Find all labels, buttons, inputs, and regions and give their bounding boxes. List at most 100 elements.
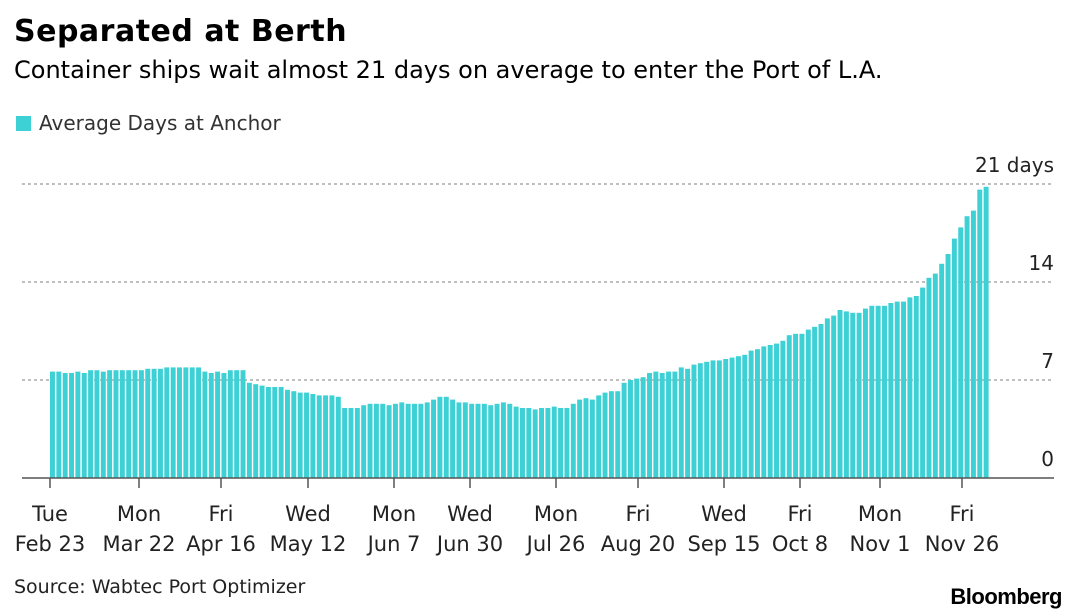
bar — [119, 370, 125, 478]
bar — [799, 333, 805, 478]
bar — [653, 371, 659, 478]
bar — [640, 377, 646, 478]
bar — [475, 403, 481, 478]
bar — [577, 399, 583, 478]
bar — [710, 360, 716, 478]
bar — [723, 359, 729, 478]
x-tick-label-date: Nov 26 — [925, 532, 999, 556]
x-tick-label-date: May 12 — [270, 532, 347, 556]
y-tick-label: 7 — [1041, 349, 1054, 373]
bar — [126, 370, 132, 478]
bar — [177, 367, 182, 478]
bar — [380, 403, 386, 478]
bar — [405, 403, 411, 478]
bar — [589, 399, 595, 478]
x-tick-label-day: Wed — [285, 502, 331, 526]
bar — [678, 367, 684, 478]
bar — [488, 405, 494, 478]
bar — [596, 395, 602, 478]
bar — [450, 399, 456, 478]
bar — [672, 371, 678, 478]
bar — [932, 273, 938, 478]
bar — [729, 357, 735, 478]
bar — [939, 263, 945, 478]
bar — [227, 370, 233, 478]
chart-title: Separated at Berth — [14, 14, 348, 49]
y-tick-label: 0 — [1041, 447, 1054, 471]
bar — [520, 408, 525, 478]
bar — [507, 403, 513, 478]
bar — [907, 297, 913, 478]
x-tick-label-date: Oct 8 — [772, 532, 828, 556]
bar — [850, 312, 856, 478]
bar — [196, 367, 202, 478]
bar — [882, 305, 887, 478]
bar — [843, 311, 849, 478]
bar — [132, 370, 138, 478]
bar — [774, 343, 780, 478]
x-tick-label-day: Mon — [117, 502, 161, 526]
bar — [412, 403, 417, 478]
bar — [716, 360, 722, 478]
bar — [659, 373, 665, 478]
bar — [469, 403, 475, 478]
bar — [81, 373, 87, 478]
x-tick-label-date: Jun 30 — [435, 532, 503, 556]
bar — [373, 403, 379, 478]
bloomberg-logo: Bloomberg — [950, 584, 1062, 609]
bar — [958, 227, 964, 478]
x-tick-label-day: Fri — [949, 502, 974, 526]
bar — [431, 399, 437, 478]
x-tick-label-day: Mon — [372, 502, 416, 526]
bar — [189, 367, 195, 478]
x-tick-label-date: Aug 20 — [601, 532, 675, 556]
bar — [253, 384, 259, 478]
bar — [354, 408, 360, 478]
bar — [685, 368, 691, 478]
x-tick-label-day: Wed — [701, 502, 747, 526]
bar — [608, 391, 614, 478]
legend: Average Days at Anchor — [16, 111, 281, 135]
bar — [278, 387, 284, 478]
bar — [805, 329, 811, 478]
x-tick-label-day: Fri — [625, 502, 650, 526]
source-note: Source: Wabtec Port Optimizer — [14, 576, 306, 598]
bar — [50, 371, 55, 478]
bar — [545, 408, 551, 478]
bar — [240, 370, 246, 478]
bar — [666, 371, 672, 478]
bar — [246, 382, 252, 478]
bar — [329, 395, 335, 478]
bar — [456, 402, 462, 478]
bar — [113, 370, 119, 478]
x-tick-label-date: Nov 1 — [849, 532, 910, 556]
bar — [539, 408, 545, 478]
x-tick-label-day: Wed — [447, 502, 493, 526]
bar — [367, 403, 373, 478]
bar — [443, 396, 449, 478]
bar — [558, 408, 564, 478]
bar — [983, 186, 989, 479]
bar — [100, 371, 106, 478]
bar — [824, 318, 830, 478]
bar — [920, 287, 926, 478]
bar — [418, 403, 424, 478]
bar — [697, 363, 703, 478]
bar — [634, 378, 640, 478]
x-tick-label-day: Fri — [208, 502, 233, 526]
bar — [748, 350, 754, 478]
bar — [647, 373, 652, 478]
bar — [310, 394, 316, 478]
bar — [602, 392, 608, 478]
x-tick-label-date: Feb 23 — [15, 532, 86, 556]
bar — [183, 367, 189, 478]
x-tick-label-day: Tue — [31, 502, 68, 526]
x-axis: Tue Feb 23 Mon Mar 22 Fri Apr 16 Wed May 12 Mon J… — [15, 477, 1054, 556]
x-tick-label-day: Mon — [534, 502, 578, 526]
bar — [138, 370, 144, 478]
bar — [888, 303, 894, 478]
bar — [856, 312, 862, 478]
bar — [348, 408, 354, 478]
y-axis-labels: 0 7 14 21 days — [975, 153, 1054, 471]
